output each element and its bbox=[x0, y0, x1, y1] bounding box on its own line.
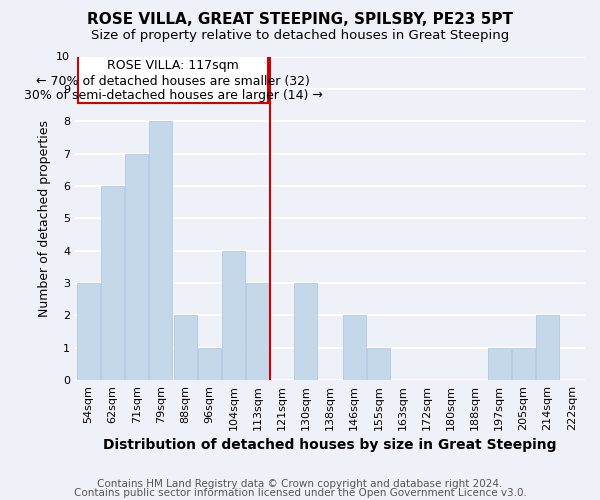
Bar bbox=[101, 186, 124, 380]
Text: 30% of semi-detached houses are larger (14) →: 30% of semi-detached houses are larger (… bbox=[23, 90, 322, 102]
FancyBboxPatch shape bbox=[77, 47, 268, 104]
Text: Size of property relative to detached houses in Great Steeping: Size of property relative to detached ho… bbox=[91, 29, 509, 42]
Bar bbox=[488, 348, 511, 380]
X-axis label: Distribution of detached houses by size in Great Steeping: Distribution of detached houses by size … bbox=[103, 438, 557, 452]
Bar bbox=[125, 154, 148, 380]
Bar bbox=[173, 316, 197, 380]
Text: ROSE VILLA: 117sqm: ROSE VILLA: 117sqm bbox=[107, 59, 239, 72]
Bar bbox=[512, 348, 535, 380]
Text: ROSE VILLA, GREAT STEEPING, SPILSBY, PE23 5PT: ROSE VILLA, GREAT STEEPING, SPILSBY, PE2… bbox=[87, 12, 513, 28]
Bar bbox=[343, 316, 366, 380]
Bar bbox=[246, 283, 269, 380]
Bar bbox=[536, 316, 559, 380]
Y-axis label: Number of detached properties: Number of detached properties bbox=[38, 120, 51, 317]
Bar bbox=[367, 348, 390, 380]
Text: Contains HM Land Registry data © Crown copyright and database right 2024.: Contains HM Land Registry data © Crown c… bbox=[97, 479, 503, 489]
Bar bbox=[149, 121, 172, 380]
Text: Contains public sector information licensed under the Open Government Licence v3: Contains public sector information licen… bbox=[74, 488, 526, 498]
Text: ← 70% of detached houses are smaller (32): ← 70% of detached houses are smaller (32… bbox=[36, 75, 310, 88]
Bar bbox=[77, 283, 100, 380]
Bar bbox=[198, 348, 221, 380]
Bar bbox=[295, 283, 317, 380]
Bar bbox=[222, 250, 245, 380]
